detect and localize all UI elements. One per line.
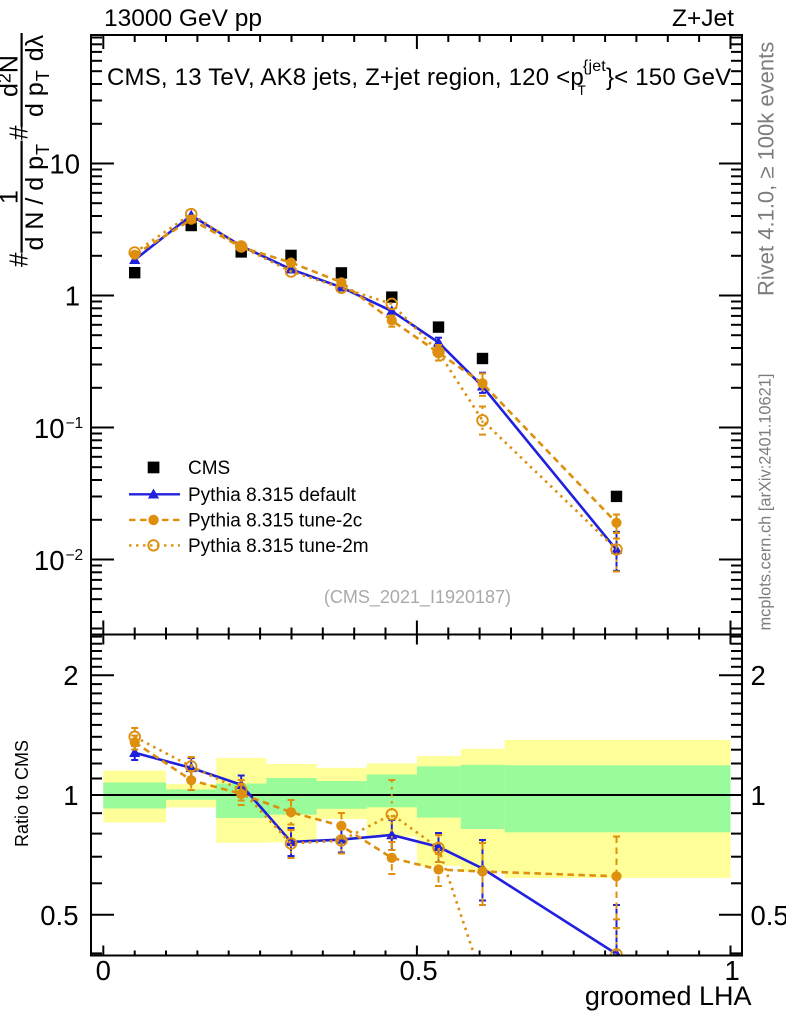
svg-text:Pythia 8.315 tune-2c: Pythia 8.315 tune-2c xyxy=(188,510,362,531)
svg-text:groomed LHA: groomed LHA xyxy=(585,981,752,1011)
svg-text:−1: −1 xyxy=(66,415,84,432)
svg-text:T: T xyxy=(578,83,586,98)
svg-text:10: 10 xyxy=(34,413,65,444)
svg-text:1: 1 xyxy=(751,780,766,811)
svg-text:(CMS_2021_I1920187): (CMS_2021_I1920187) xyxy=(324,587,511,608)
svg-text:0.5: 0.5 xyxy=(40,900,78,931)
svg-text:10: 10 xyxy=(34,545,65,576)
svg-text:2: 2 xyxy=(751,660,766,691)
svg-text:−2: −2 xyxy=(66,547,84,564)
svg-text:#: # xyxy=(4,125,34,140)
svg-text:0.5: 0.5 xyxy=(751,900,786,931)
svg-text:Z+Jet: Z+Jet xyxy=(672,5,734,32)
svg-text:1: 1 xyxy=(65,281,80,312)
svg-text:CMS: CMS xyxy=(188,458,230,479)
svg-text:1: 1 xyxy=(0,190,24,204)
svg-text:10: 10 xyxy=(49,149,80,180)
svg-text:Pythia 8.315 tune-2m: Pythia 8.315 tune-2m xyxy=(188,536,369,557)
svg-text:mcplots.cern.ch [arXiv:2401.10: mcplots.cern.ch [arXiv:2401.10621] xyxy=(757,374,775,631)
svg-text:Ratio to CMS: Ratio to CMS xyxy=(12,740,32,847)
svg-text:13000 GeV pp: 13000 GeV pp xyxy=(104,5,262,32)
svg-text:#: # xyxy=(4,252,34,267)
svg-text:0: 0 xyxy=(96,955,111,986)
svg-text:Rivet 4.1.0, ≥ 100k events: Rivet 4.1.0, ≥ 100k events xyxy=(754,42,779,296)
svg-text:2: 2 xyxy=(63,660,78,691)
svg-text:1: 1 xyxy=(63,780,78,811)
svg-text:Pythia 8.315 default: Pythia 8.315 default xyxy=(188,485,357,506)
svg-text:0.5: 0.5 xyxy=(399,955,437,986)
svg-text:d N / d pT: d N / d pT xyxy=(21,144,53,251)
